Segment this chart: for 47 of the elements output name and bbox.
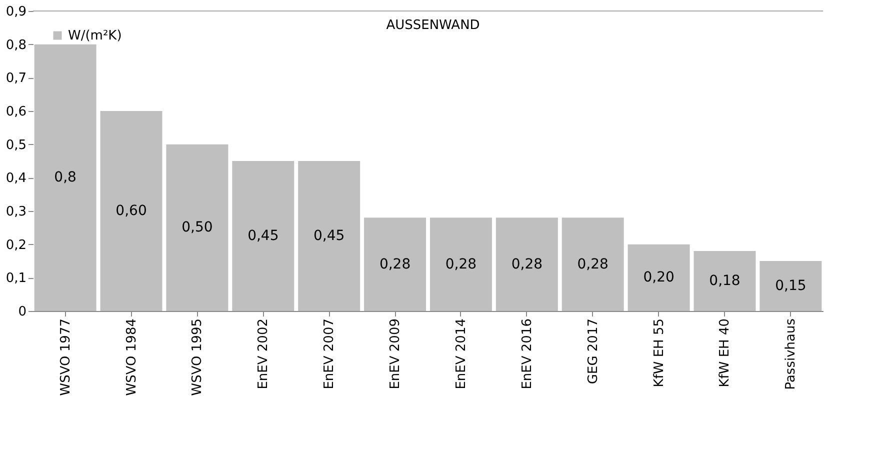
x-tick-label: GEG 2017 bbox=[586, 318, 601, 384]
y-tick-label: 0,4 bbox=[6, 171, 26, 186]
y-tick-label: 0,9 bbox=[6, 4, 26, 20]
bar bbox=[166, 144, 228, 311]
data-label: 0,28 bbox=[577, 256, 608, 272]
data-label: 0,45 bbox=[314, 228, 345, 244]
x-tick-label: WSVO 1995 bbox=[190, 318, 206, 396]
y-tick-label: 0,6 bbox=[6, 104, 26, 120]
x-tick-label: Passivhaus bbox=[784, 318, 799, 390]
x-tick-label: EnEV 2002 bbox=[256, 318, 272, 390]
x-tick-label: EnEV 2009 bbox=[388, 318, 404, 390]
bar bbox=[364, 218, 426, 311]
x-tick-label: WSVO 1977 bbox=[58, 318, 74, 396]
y-tick-label: 0,7 bbox=[6, 71, 26, 86]
x-tick-label: KfW EH 55 bbox=[652, 318, 667, 388]
y-tick-label: 0,2 bbox=[6, 238, 26, 253]
bar bbox=[100, 111, 162, 311]
y-tick-label: 0,1 bbox=[6, 271, 26, 286]
x-tick-label: WSVO 1984 bbox=[124, 318, 140, 396]
data-label: 0,45 bbox=[248, 228, 279, 244]
data-label: 0,60 bbox=[116, 203, 147, 219]
y-tick-label: 0 bbox=[18, 304, 26, 320]
bar bbox=[298, 161, 360, 311]
x-tick-label: EnEV 2016 bbox=[520, 318, 535, 390]
y-tick-label: 0,3 bbox=[6, 204, 26, 220]
y-tick-label: 0,5 bbox=[6, 138, 26, 153]
bar bbox=[694, 251, 756, 311]
bar bbox=[496, 218, 558, 311]
x-tick-label: EnEV 2014 bbox=[454, 318, 469, 390]
x-tick-label: EnEV 2007 bbox=[322, 318, 338, 390]
bar bbox=[760, 261, 822, 311]
y-tick-label: 0,8 bbox=[6, 38, 26, 53]
data-label: 0,15 bbox=[775, 278, 806, 294]
bar bbox=[562, 218, 624, 311]
data-label: 0,50 bbox=[182, 220, 213, 236]
data-label: 0,20 bbox=[643, 270, 674, 286]
data-label: 0,8 bbox=[54, 170, 76, 186]
bar bbox=[430, 218, 492, 311]
data-label: 0,28 bbox=[511, 256, 542, 272]
data-label: 0,18 bbox=[709, 273, 740, 289]
x-tick-label: KfW EH 40 bbox=[718, 318, 733, 388]
data-label: 0,28 bbox=[445, 256, 477, 272]
annotation: AUSSENWAND bbox=[386, 18, 480, 33]
bar bbox=[628, 244, 690, 311]
legend-label: W/(m²K) bbox=[68, 28, 122, 44]
bar bbox=[232, 161, 294, 311]
data-label: 0,28 bbox=[379, 256, 411, 272]
